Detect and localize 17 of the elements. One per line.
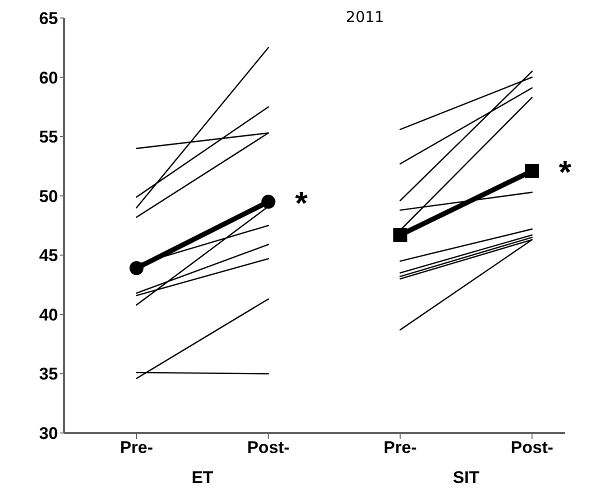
y-tick-label: 45 [39, 246, 58, 266]
y-tick-label: 65 [39, 9, 58, 28]
annotation: * [558, 154, 572, 190]
y-tick-label: 35 [39, 364, 58, 384]
annotation: 2011 [346, 8, 384, 26]
x-tick-label: Pre- [384, 438, 417, 458]
y-tick-label: 50 [39, 186, 58, 206]
x-tick-label: Post- [247, 438, 290, 458]
x-tick-label: Pre- [120, 438, 154, 458]
y-tick-label: 40 [39, 305, 58, 324]
y-tick-label: 60 [39, 68, 58, 88]
annotation: * [295, 184, 308, 221]
y-tick-label: 30 [39, 424, 58, 444]
text: ET [192, 468, 214, 487]
y-tick-label: 55 [39, 128, 58, 147]
x-tick-label: Post- [510, 438, 554, 458]
text: SIT [452, 468, 480, 487]
